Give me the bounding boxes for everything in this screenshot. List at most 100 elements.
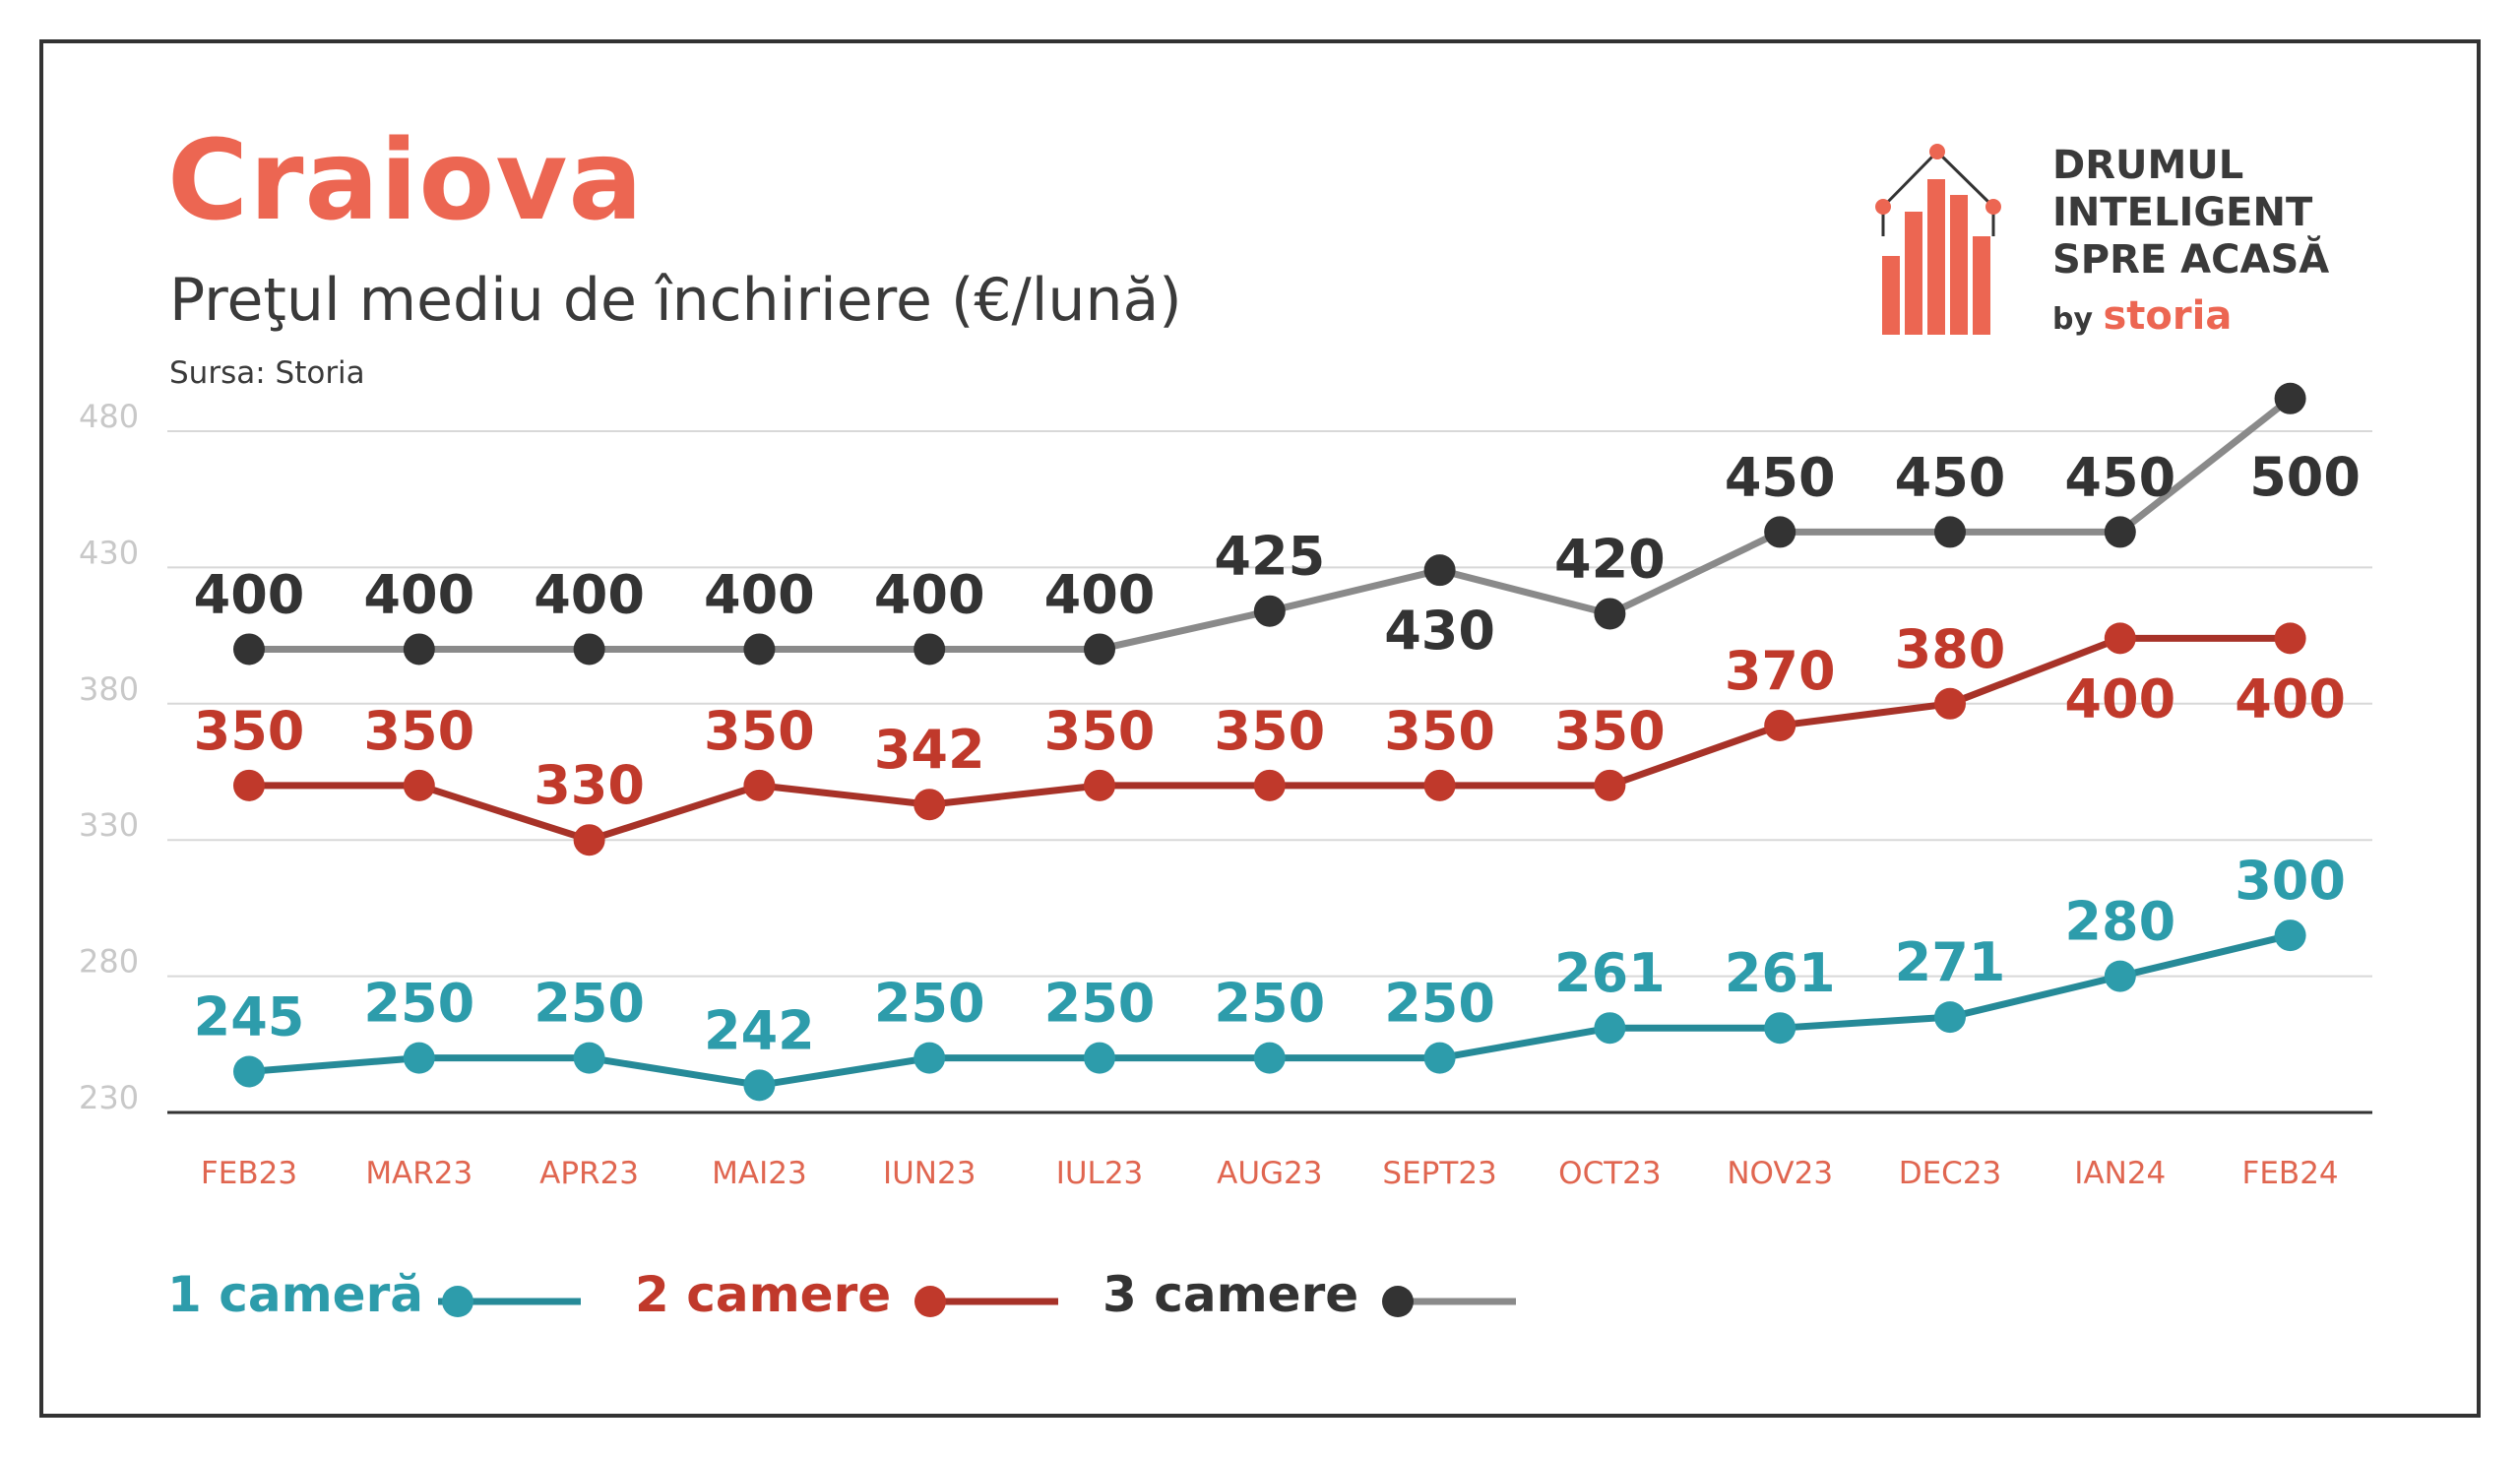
three_rooms-point — [403, 633, 435, 666]
two_rooms-data-label: 370 — [1725, 640, 1836, 702]
one_room-data-label: 300 — [2235, 850, 2346, 912]
three_rooms-point — [2274, 382, 2306, 414]
brand-line-1: DRUMUL — [2052, 143, 2244, 188]
x-tick-label: IAN24 — [2074, 1156, 2166, 1191]
one_room-data-label: 250 — [534, 973, 645, 1035]
x-tick-label: MAI23 — [712, 1156, 807, 1191]
three_rooms-point — [1423, 554, 1456, 587]
one_room-point — [914, 1042, 946, 1074]
one_room-point — [403, 1042, 435, 1074]
x-tick-label: SEPT23 — [1382, 1156, 1496, 1191]
one_room-point — [1253, 1042, 1286, 1074]
three_rooms-data-label: 430 — [1384, 600, 1495, 662]
chart-frame — [39, 39, 2481, 1418]
two_rooms-data-label: 380 — [1895, 618, 2006, 680]
brand-name: storia — [2103, 293, 2233, 339]
three_rooms-data-label: 450 — [1725, 446, 1836, 508]
two_rooms-point — [573, 824, 605, 856]
one_room-point — [1934, 1001, 1966, 1034]
three_rooms-data-label: 400 — [1044, 563, 1156, 625]
three_rooms-data-label: 400 — [704, 563, 815, 625]
three_rooms-data-label: 450 — [1895, 446, 2006, 508]
y-tick-label: 380 — [79, 670, 139, 708]
x-tick-label: OCT23 — [1558, 1156, 1661, 1191]
house-chart-icon — [1875, 144, 2001, 335]
one_room-point — [573, 1042, 605, 1074]
legend-dot-one_room — [442, 1286, 473, 1317]
brand-by: by — [2052, 302, 2094, 337]
two_rooms-data-label: 350 — [1044, 700, 1156, 762]
two_rooms-data-label: 400 — [2235, 667, 2346, 730]
three_rooms-data-label: 400 — [534, 563, 645, 625]
one_room-point — [743, 1069, 776, 1102]
three_rooms-point — [233, 633, 265, 666]
two_rooms-point — [233, 769, 265, 801]
legend-label-three_rooms: 3 camere — [1102, 1266, 1359, 1323]
legend-label-one_room: 1 cameră — [167, 1266, 423, 1323]
y-tick-label: 430 — [79, 534, 139, 571]
two_rooms-point — [914, 789, 946, 821]
one_room-point — [1084, 1042, 1115, 1074]
one_room-point — [2274, 920, 2306, 952]
brand-line-2: INTELIGENT — [2052, 190, 2313, 235]
two_rooms-point — [1934, 687, 1966, 720]
x-tick-label: MAR23 — [365, 1156, 472, 1191]
three_rooms-data-label: 420 — [1554, 528, 1666, 590]
three_rooms-data-label: 425 — [1214, 526, 1325, 588]
y-tick-label: 480 — [79, 398, 139, 435]
two_rooms-point — [2104, 622, 2136, 655]
one_room-data-label: 271 — [1895, 931, 2006, 993]
three_rooms-data-label: 500 — [2249, 446, 2361, 508]
two_rooms-data-label: 350 — [363, 700, 474, 762]
two_rooms-data-label: 350 — [1384, 700, 1495, 762]
one_room-point — [1594, 1012, 1626, 1045]
one_room-point — [233, 1055, 265, 1088]
x-tick-label: APR23 — [539, 1156, 639, 1191]
legend-dot-three_rooms — [1382, 1286, 1414, 1317]
three_rooms-point — [2104, 516, 2136, 548]
chart-subtitle: Preţul mediu de închiriere (€/lună) — [169, 266, 1182, 335]
y-tick-label: 330 — [79, 806, 139, 844]
three_rooms-data-label: 400 — [363, 563, 474, 625]
x-tick-label: IUL23 — [1056, 1156, 1144, 1191]
two_rooms-data-label: 330 — [534, 754, 645, 816]
one_room-data-label: 245 — [194, 985, 305, 1047]
one_room-data-label: 280 — [2064, 891, 2175, 953]
three_rooms-point — [1934, 516, 1966, 548]
brand-logo: DRUMUL INTELIGENT SPRE ACASĂ by storia — [1870, 138, 2382, 354]
y-tick-label: 280 — [79, 943, 139, 981]
three_rooms-data-label: 400 — [194, 563, 305, 625]
two_rooms-point — [1594, 769, 1626, 801]
x-tick-label: FEB24 — [2242, 1156, 2339, 1191]
one_room-data-label: 250 — [1384, 973, 1495, 1035]
one_room-data-label: 250 — [874, 973, 985, 1035]
two_rooms-point — [403, 769, 435, 801]
one_room-data-label: 242 — [704, 999, 815, 1061]
three_rooms-point — [1253, 595, 1286, 627]
two_rooms-data-label: 350 — [194, 700, 305, 762]
one_room-data-label: 261 — [1725, 942, 1836, 1004]
three_rooms-point — [1764, 516, 1796, 548]
two_rooms-data-label: 342 — [874, 719, 985, 781]
three_rooms-point — [1594, 598, 1626, 630]
legend-label-two_rooms: 2 camere — [635, 1266, 892, 1323]
three_rooms-point — [914, 633, 946, 666]
two_rooms-point — [1423, 769, 1456, 801]
three_rooms-point — [573, 633, 605, 666]
source-note: Sursa: Storia — [169, 355, 365, 391]
x-tick-label: NOV23 — [1727, 1156, 1833, 1191]
two_rooms-point — [1764, 709, 1796, 741]
two_rooms-data-label: 350 — [1214, 700, 1325, 762]
y-tick-label: 230 — [79, 1079, 139, 1116]
one_room-data-label: 250 — [1044, 973, 1156, 1035]
x-tick-label: IUN23 — [883, 1156, 976, 1191]
two_rooms-data-label: 400 — [2064, 667, 2175, 730]
three_rooms-data-label: 450 — [2064, 446, 2175, 508]
one_room-point — [1764, 1012, 1796, 1045]
three_rooms-data-label: 400 — [874, 563, 985, 625]
brand-line-3: SPRE ACASĂ — [2052, 237, 2330, 283]
two_rooms-point — [1253, 769, 1286, 801]
two_rooms-point — [2274, 622, 2306, 655]
one_room-point — [1423, 1042, 1456, 1074]
